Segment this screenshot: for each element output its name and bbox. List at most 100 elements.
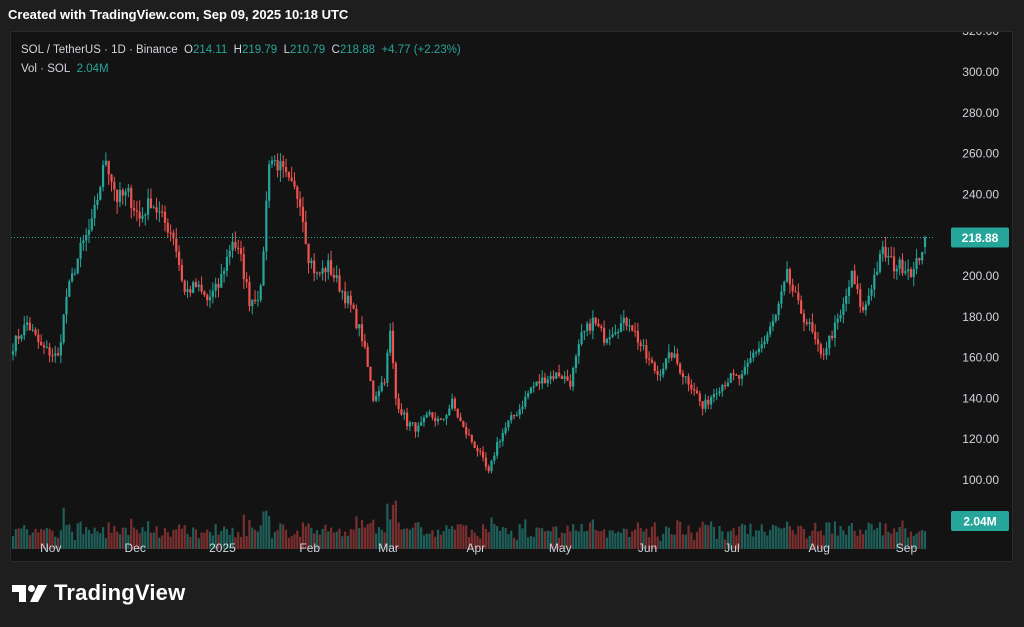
volume-bar: [338, 528, 341, 549]
candle-body: [625, 317, 628, 326]
volume-bar: [242, 514, 245, 549]
candle-body: [54, 353, 57, 356]
volume-bar: [473, 532, 476, 549]
candle-body: [614, 332, 617, 335]
volume-label[interactable]: Vol · SOL: [21, 63, 71, 75]
volume-bar: [363, 527, 366, 549]
candle-body: [811, 322, 814, 333]
volume-bar: [802, 529, 806, 549]
candle-body: [411, 422, 414, 424]
volume-bar: [791, 530, 794, 549]
volume-bar: [470, 529, 473, 549]
volume-bar: [504, 527, 507, 549]
candle-body: [262, 251, 265, 286]
volume-bar: [400, 529, 403, 549]
candle-body: [321, 268, 324, 274]
candle-body: [524, 396, 527, 407]
volume-bar: [864, 529, 867, 549]
candle-body: [327, 260, 330, 273]
close-label: C: [331, 44, 340, 56]
candle-body: [833, 322, 837, 338]
candle-body: [721, 385, 724, 392]
candle-body: [532, 386, 535, 388]
candle-body: [496, 442, 499, 456]
symbol-label[interactable]: SOL / TetherUS · 1D · Binance: [21, 44, 178, 56]
volume-bar: [695, 531, 699, 549]
candle-body: [698, 393, 701, 402]
open-value: 214.11: [192, 44, 228, 56]
price-chart[interactable]: 320.00300.00280.00260.00240.00220.00200.…: [11, 32, 1013, 562]
volume-bar: [628, 537, 631, 549]
volume-bar: [805, 538, 808, 549]
volume-bar: [417, 522, 420, 549]
volume-bar: [425, 533, 428, 549]
volume-bar: [121, 527, 124, 549]
volume-bar: [327, 531, 330, 549]
volume-bar: [580, 523, 583, 549]
candle-body: [192, 282, 195, 293]
volume-bar: [422, 535, 426, 549]
volume-bar: [352, 529, 355, 549]
candle-body: [76, 258, 79, 274]
candle-body: [512, 415, 516, 417]
candle-body: [369, 367, 372, 381]
candle-body: [628, 325, 631, 327]
candle-body: [282, 161, 285, 167]
chart-panel[interactable]: 320.00300.00280.00260.00240.00220.00200.…: [10, 31, 1013, 562]
candle-body: [535, 381, 538, 387]
candle-body: [189, 289, 192, 293]
volume-bar: [355, 516, 358, 549]
volume-bar: [68, 524, 71, 549]
volume-bar: [225, 529, 229, 549]
volume-bar: [155, 526, 158, 549]
candle-body: [845, 295, 848, 304]
volume-bar: [569, 531, 572, 549]
candle-body: [484, 457, 487, 467]
volume-bar: [59, 530, 62, 549]
volume-bar: [732, 528, 735, 549]
volume-bar: [591, 519, 594, 549]
volume-bar: [859, 529, 862, 549]
volume-bar: [93, 527, 96, 549]
volume-bar: [755, 530, 758, 549]
volume-bar: [163, 528, 167, 549]
candle-body: [329, 260, 333, 275]
candle-body: [479, 450, 482, 452]
candle-body: [836, 318, 839, 323]
candle-body: [265, 200, 268, 252]
candle-body: [740, 374, 744, 379]
volume-bar: [656, 536, 659, 549]
candle-body: [749, 357, 752, 363]
volume-bar: [251, 527, 254, 549]
volume-bar: [118, 534, 122, 549]
candle-body: [175, 238, 178, 252]
volume-bar: [175, 529, 178, 549]
volume-bar: [794, 534, 797, 549]
tradingview-branding[interactable]: TradingView: [12, 580, 185, 606]
candle-body: [816, 339, 820, 345]
volume-bar: [465, 525, 468, 549]
candle-body: [135, 210, 138, 212]
candle-body: [662, 368, 665, 375]
candle-body: [769, 326, 772, 335]
candle-body: [48, 347, 51, 356]
volume-bar: [895, 532, 898, 549]
candle-body: [859, 289, 862, 307]
volume-bar: [842, 530, 845, 549]
candle-body: [344, 291, 347, 304]
volume-bar: [54, 536, 57, 549]
volume-bar: [394, 500, 397, 549]
candle-body: [431, 412, 434, 418]
volume-bar: [459, 524, 462, 549]
candle-body: [552, 375, 555, 379]
volume-bar: [276, 530, 279, 549]
volume-bar: [752, 536, 755, 549]
candle-body: [211, 290, 214, 297]
volume-bar: [434, 536, 437, 549]
volume-bar: [743, 524, 746, 549]
volume-bar: [769, 529, 772, 549]
volume-bar: [265, 510, 268, 549]
volume-bar: [383, 532, 386, 549]
volume-bar: [563, 533, 566, 549]
candle-body: [456, 408, 459, 418]
